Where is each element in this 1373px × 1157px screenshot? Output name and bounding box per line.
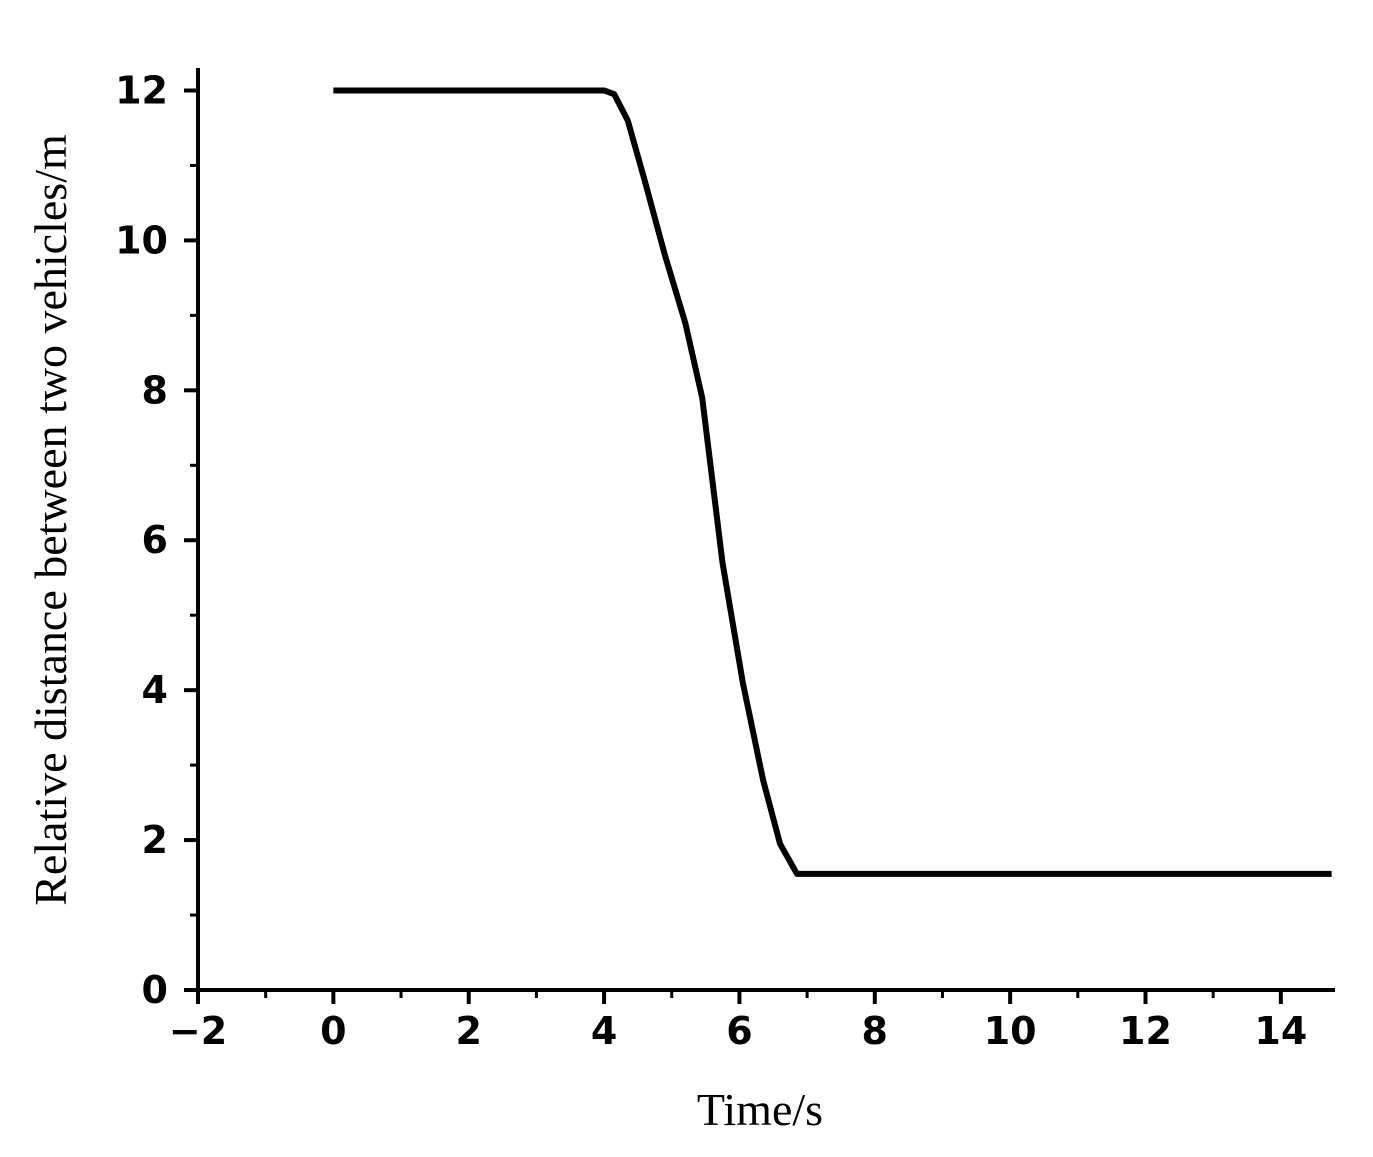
x-tick-label: 0 bbox=[320, 1009, 346, 1053]
data-line bbox=[333, 87, 1332, 877]
y-tick-label: 10 bbox=[115, 218, 168, 262]
y-tick-label: 12 bbox=[115, 68, 168, 112]
y-tick-label: 8 bbox=[142, 368, 168, 412]
x-tick-label: 4 bbox=[591, 1009, 617, 1053]
x-tick-label: 2 bbox=[455, 1009, 481, 1053]
x-tick-label: 14 bbox=[1254, 1009, 1307, 1053]
y-axis-label: Relative distance between two vehicles/m bbox=[25, 134, 76, 906]
x-tick-label: 12 bbox=[1119, 1009, 1172, 1053]
x-tick-label: 8 bbox=[862, 1009, 888, 1053]
x-tick-label: 6 bbox=[726, 1009, 752, 1053]
y-tick-label: 0 bbox=[142, 968, 168, 1012]
y-tick-label: 2 bbox=[142, 818, 168, 862]
x-tick-label: −2 bbox=[169, 1009, 227, 1053]
x-axis-label: Time/s bbox=[697, 1084, 823, 1135]
y-tick-label: 4 bbox=[142, 668, 168, 712]
x-tick-label: 10 bbox=[984, 1009, 1037, 1053]
y-tick-label: 6 bbox=[142, 518, 168, 562]
